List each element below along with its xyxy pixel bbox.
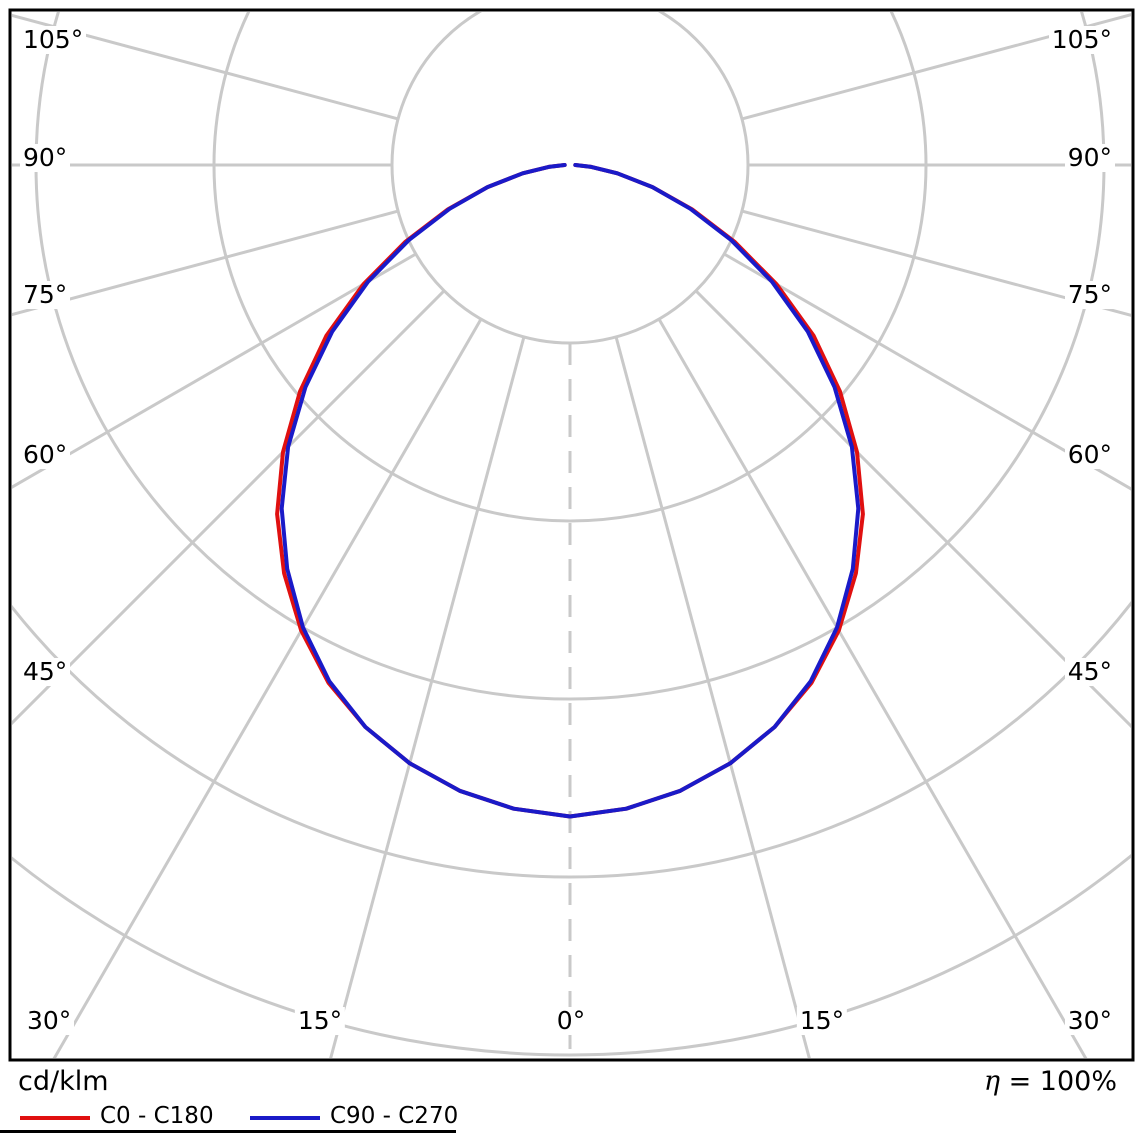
curve-c90-c270	[279, 163, 861, 819]
unit-label: cd/klm	[18, 1066, 109, 1097]
legend-swatch-c90	[250, 1116, 320, 1120]
eta-symbol: η	[983, 1066, 1001, 1097]
angle-label-left-105: 105°	[20, 26, 87, 54]
angle-label-bottom-30l: 30°	[24, 1007, 75, 1035]
angle-label-right-90: 90°	[1064, 144, 1115, 172]
legend-label-c90: C90 - C270	[330, 1103, 459, 1129]
angle-label-bottom-30r: 30°	[1064, 1007, 1115, 1035]
angle-label-bottom-0: 0°	[553, 1007, 589, 1035]
curves-layer	[275, 163, 865, 819]
table-divider-line	[0, 1130, 456, 1133]
angle-label-left-90: 90°	[20, 144, 71, 172]
efficiency-label: η = 100%	[984, 1066, 1117, 1097]
legend-label-c0: C0 - C180	[100, 1103, 214, 1129]
legend-swatch-c0	[20, 1116, 90, 1120]
angle-label-right-105: 105°	[1048, 26, 1115, 54]
angle-label-bottom-15l: 15°	[294, 1007, 346, 1035]
angle-label-left-75: 75°	[20, 281, 71, 309]
angle-label-bottom-15r: 15°	[796, 1007, 848, 1035]
angle-label-right-75: 75°	[1064, 281, 1115, 309]
angle-label-right-60: 60°	[1064, 441, 1115, 469]
angle-label-left-60: 60°	[20, 441, 71, 469]
eta-value: = 100%	[1000, 1066, 1117, 1097]
angle-label-left-45: 45°	[20, 658, 71, 686]
angle-label-right-45: 45°	[1064, 658, 1115, 686]
